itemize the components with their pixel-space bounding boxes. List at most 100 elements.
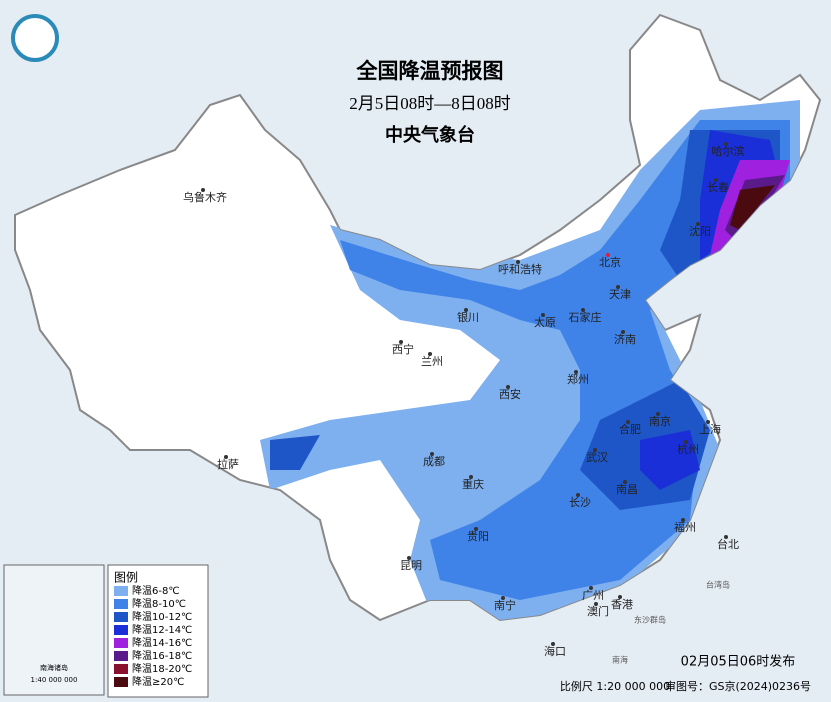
city-dot bbox=[430, 452, 434, 456]
city-dot bbox=[464, 308, 468, 312]
city-label: 西安 bbox=[499, 387, 521, 401]
city-dot bbox=[551, 642, 555, 646]
city-label: 台北 bbox=[717, 537, 739, 551]
city-label: 北京 bbox=[599, 255, 621, 269]
place-label: 东沙群岛 bbox=[634, 615, 666, 625]
map-scale: 比例尺 1:20 000 000 bbox=[560, 679, 670, 693]
inset-title: 南海诸岛 bbox=[40, 663, 68, 672]
city-dot bbox=[706, 420, 710, 424]
city-dot bbox=[506, 385, 510, 389]
city-dot bbox=[428, 352, 432, 356]
city-dot bbox=[541, 313, 545, 317]
city-dot bbox=[714, 178, 718, 182]
legend-label: 降温8-10℃ bbox=[132, 597, 186, 610]
city-label: 拉萨 bbox=[217, 457, 239, 471]
legend-label: 降温6-8℃ bbox=[132, 584, 180, 597]
city-label: 长春 bbox=[707, 181, 729, 194]
city-dot bbox=[576, 493, 580, 497]
city-label: 郑州 bbox=[567, 372, 589, 386]
city-dot bbox=[593, 448, 597, 452]
city-dot bbox=[594, 602, 598, 606]
city-label: 西宁 bbox=[392, 342, 414, 356]
city-label: 澳门 bbox=[587, 604, 609, 618]
issued-time: 02月05日06时发布 bbox=[681, 654, 796, 670]
city-label: 南昌 bbox=[616, 483, 638, 496]
city-dot bbox=[724, 535, 728, 539]
city-dot bbox=[474, 527, 478, 531]
city-dot bbox=[606, 253, 610, 257]
place-label: 台湾岛 bbox=[706, 580, 730, 590]
legend-label: 降温10-12℃ bbox=[132, 610, 192, 623]
city-label: 呼和浩特 bbox=[498, 262, 542, 276]
city-label: 哈尔滨 bbox=[712, 144, 745, 158]
city-label: 合肥 bbox=[619, 422, 641, 436]
city-label: 上海 bbox=[699, 422, 721, 436]
legend-swatch bbox=[114, 599, 128, 609]
city-label: 贵阳 bbox=[467, 530, 489, 543]
city-dot bbox=[399, 340, 403, 344]
logo bbox=[11, 14, 59, 62]
city-dot bbox=[407, 556, 411, 560]
city-dot bbox=[224, 455, 228, 459]
city-label: 广州 bbox=[582, 589, 604, 602]
legend-label: 降温≥20℃ bbox=[132, 675, 184, 688]
city-label: 香港 bbox=[611, 598, 633, 611]
city-label: 石家庄 bbox=[569, 310, 602, 324]
city-dot bbox=[684, 440, 688, 444]
title: 全国降温预报图 bbox=[356, 59, 504, 83]
inset-scale: 1:40 000 000 bbox=[31, 676, 78, 684]
city-dot bbox=[201, 188, 205, 192]
city-dot bbox=[626, 420, 630, 424]
city-label: 重庆 bbox=[462, 477, 484, 491]
city-label: 济南 bbox=[614, 332, 636, 346]
legend-label: 降温14-16℃ bbox=[132, 636, 192, 649]
legend-swatch bbox=[114, 586, 128, 596]
legend-swatch bbox=[114, 625, 128, 635]
city-label: 乌鲁木齐 bbox=[183, 190, 227, 204]
city-dot bbox=[696, 222, 700, 226]
legend-label: 降温12-14℃ bbox=[132, 623, 192, 636]
city-label: 武汉 bbox=[586, 451, 608, 464]
city-label: 昆明 bbox=[400, 559, 422, 572]
city-label: 太原 bbox=[534, 316, 556, 329]
city-dot bbox=[618, 595, 622, 599]
city-dot bbox=[581, 308, 585, 312]
city-dot bbox=[621, 330, 625, 334]
review-number: 审图号：GS京(2024)0236号 bbox=[665, 679, 811, 693]
city-dot bbox=[501, 596, 505, 600]
city-label: 天津 bbox=[609, 288, 631, 301]
legend-swatch bbox=[114, 677, 128, 687]
city-dot bbox=[574, 370, 578, 374]
city-dot bbox=[656, 412, 660, 416]
legend-label: 降温16-18℃ bbox=[132, 649, 192, 662]
inset: 南海诸岛 1:40 000 000 bbox=[3, 564, 105, 696]
city-dot bbox=[516, 260, 520, 264]
city-label: 成都 bbox=[423, 455, 445, 468]
city-label: 兰州 bbox=[421, 355, 443, 368]
city-label: 沈阳 bbox=[689, 224, 711, 238]
city-label: 海口 bbox=[544, 644, 566, 658]
city-label: 银川 bbox=[457, 310, 479, 324]
subtitle: 2月5日08时—8日08时 bbox=[349, 94, 511, 113]
city-label: 南京 bbox=[649, 414, 671, 428]
city-dot bbox=[724, 142, 728, 146]
legend: 图例 降温6-8℃降温8-10℃降温10-12℃降温12-14℃降温14-16℃… bbox=[107, 564, 209, 698]
cooling-areas bbox=[260, 100, 800, 620]
legend-swatch bbox=[114, 612, 128, 622]
city-dot bbox=[589, 586, 593, 590]
city-label: 南宁 bbox=[494, 598, 516, 612]
city-dot bbox=[469, 475, 473, 479]
city-label: 福州 bbox=[674, 520, 696, 534]
legend-title: 图例 bbox=[114, 571, 138, 585]
city-dot bbox=[616, 285, 620, 289]
area-20 bbox=[730, 185, 775, 230]
city-dot bbox=[623, 480, 627, 484]
legend-swatch bbox=[114, 638, 128, 648]
city-dot bbox=[681, 518, 685, 522]
legend-swatch bbox=[114, 651, 128, 661]
inset-frame bbox=[3, 564, 105, 696]
legend-label: 降温18-20℃ bbox=[132, 662, 192, 675]
issuer: 中央气象台 bbox=[385, 124, 475, 146]
